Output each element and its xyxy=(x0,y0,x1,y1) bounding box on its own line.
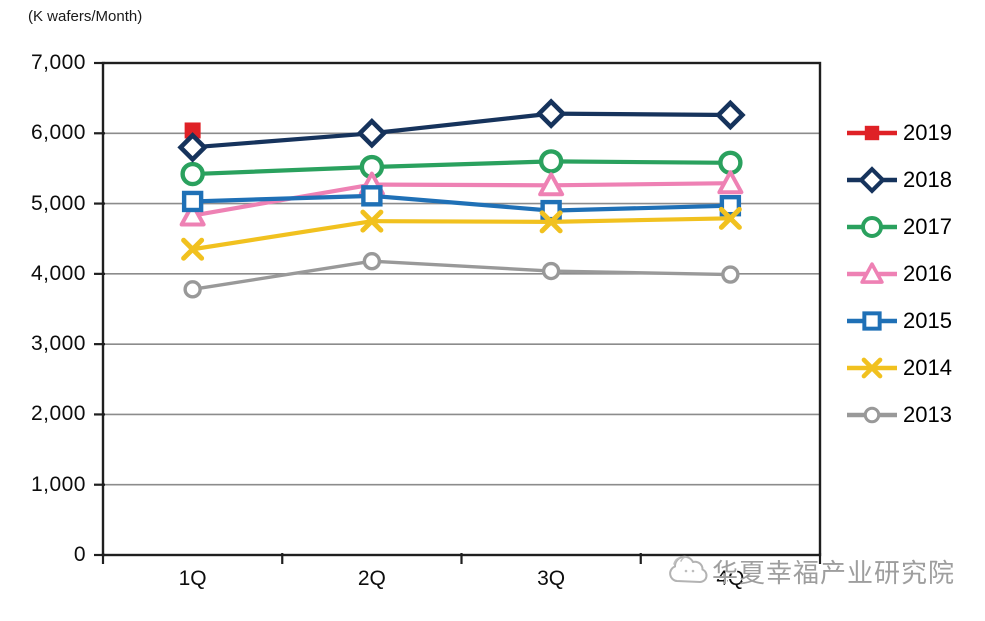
x-tick-label-2Q: 2Q xyxy=(357,567,386,590)
legend-label-2013: 2013 xyxy=(903,401,952,427)
legend-marker-2018 xyxy=(847,165,897,194)
legend-marker-2019 xyxy=(847,125,897,140)
legend-item-2016: 2016 xyxy=(846,250,952,297)
x-tick-label-3Q: 3Q xyxy=(537,567,566,590)
watermark-logo-icon xyxy=(669,555,708,584)
y-tick-label-1000: 1,000 xyxy=(30,472,86,496)
watermark-text: 华夏幸福产业研究院 xyxy=(712,557,956,588)
legend-label-2014: 2014 xyxy=(903,354,952,380)
legend-item-2019: 2019 xyxy=(846,109,952,156)
legend-item-2018: 2018 xyxy=(846,156,952,203)
legend-label-2019: 2019 xyxy=(903,119,952,145)
legend-label-2018: 2018 xyxy=(903,166,952,192)
legend-item-2015: 2015 xyxy=(846,297,952,344)
x-tick-label-1Q: 1Q xyxy=(178,567,207,590)
legend-item-2013: 2013 xyxy=(846,391,952,438)
legend-marker-2014 xyxy=(847,357,897,378)
legend-label-2016: 2016 xyxy=(903,260,952,286)
legend-marker-2013 xyxy=(847,406,897,423)
y-tick-label-0: 0 xyxy=(73,543,86,566)
legend-marker-2015 xyxy=(847,310,897,331)
y-axis-unit-label: (K wafers/Month) xyxy=(28,8,143,25)
legend-marker-2016 xyxy=(847,261,897,284)
legend-item-2017: 2017 xyxy=(846,203,952,250)
y-tick-label-5000: 5,000 xyxy=(30,191,86,215)
y-tick-label-3000: 3,000 xyxy=(30,332,86,356)
legend-label-2015: 2015 xyxy=(903,307,952,333)
x-tick-label-4Q: 4Q xyxy=(716,567,745,590)
chart-legend: 2019 2018 2017 2016 2015 2014 2013 xyxy=(846,109,952,438)
legend-label-2017: 2017 xyxy=(903,213,952,239)
legend-item-2014: 2014 xyxy=(846,344,952,391)
watermark: 华夏幸福产业研究院 xyxy=(666,552,955,590)
y-tick-label-6000: 6,000 xyxy=(30,121,86,145)
y-tick-label-4000: 4,000 xyxy=(30,261,86,285)
legend-marker-2017 xyxy=(847,215,897,238)
y-tick-label-2000: 2,000 xyxy=(30,402,86,426)
y-tick-label-7000: 7,000 xyxy=(30,51,86,74)
